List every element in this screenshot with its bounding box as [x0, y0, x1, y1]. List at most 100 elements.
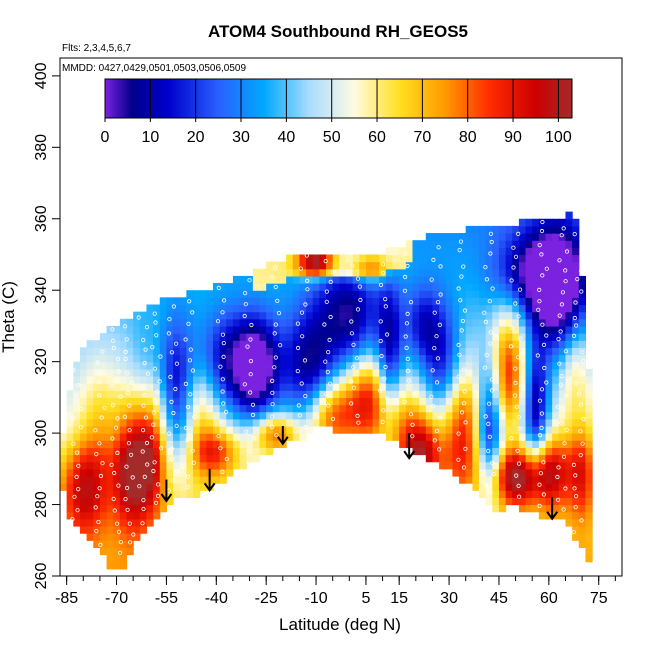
heatmap-cell: [113, 397, 121, 406]
heatmap-cell: [372, 254, 380, 263]
flight-point: [116, 356, 121, 362]
heatmap-cell: [578, 418, 587, 427]
heatmap-cell: [578, 311, 587, 320]
heatmap-cell: [578, 447, 587, 456]
heatmap-cell: [505, 275, 513, 284]
heatmap-cell: [226, 461, 234, 470]
heatmap-cell: [578, 461, 587, 470]
heatmap-cell: [558, 304, 567, 313]
heatmap-cell: [432, 454, 440, 463]
heatmap-cell: [459, 347, 467, 356]
heatmap-cell: [186, 297, 194, 306]
colorbar-segment: [329, 79, 333, 118]
heatmap-cell: [452, 290, 460, 298]
heatmap-cell: [286, 297, 294, 306]
heatmap-cell: [299, 354, 307, 363]
heatmap-cell: [405, 283, 414, 291]
heatmap-cell: [332, 311, 340, 320]
heatmap-cell: [292, 311, 301, 320]
heatmap-cell: [153, 468, 161, 477]
heatmap-cell: [572, 504, 580, 513]
flight-point: [124, 464, 129, 469]
heatmap-cell: [538, 261, 547, 270]
heatmap-cell: [179, 418, 187, 427]
heatmap-cell: [505, 354, 513, 363]
heatmap-cell: [572, 311, 580, 320]
heatmap-cell: [332, 340, 340, 348]
heatmap-cell: [385, 404, 394, 413]
heatmap-cell: [479, 325, 487, 334]
heatmap-cell: [113, 440, 121, 448]
heatmap-cell: [498, 333, 507, 341]
flight-point: [556, 404, 561, 409]
flight-point: [111, 345, 116, 350]
colorbar-segment: [136, 79, 140, 118]
heatmap-cell: [139, 411, 148, 420]
heatmap-cell: [113, 540, 121, 549]
heatmap-cell: [512, 333, 520, 341]
flight-point: [155, 493, 161, 498]
heatmap-cell: [319, 261, 327, 270]
heatmap-cell: [532, 254, 540, 263]
heatmap-cell: [512, 283, 520, 291]
colorbar-segment: [397, 79, 401, 118]
colorbar-segment: [438, 79, 442, 118]
flight-point: [381, 262, 386, 267]
colorbar-segment: [476, 79, 480, 118]
flight-point: [383, 364, 388, 370]
heatmap-cell: [126, 490, 134, 498]
heatmap-cell: [146, 475, 154, 484]
heatmap-cell: [412, 311, 420, 320]
heatmap-cell: [99, 504, 108, 513]
heatmap-cell: [565, 211, 573, 220]
flight-point: [518, 336, 523, 341]
heatmap-cell: [425, 433, 434, 441]
heatmap-cell: [518, 254, 527, 263]
heatmap-cell: [259, 268, 267, 277]
heatmap-cell: [532, 311, 540, 320]
heatmap-cell: [79, 433, 88, 441]
heatmap-cell: [113, 425, 121, 434]
heatmap-cell: [239, 454, 247, 463]
heatmap-cell: [379, 333, 387, 341]
heatmap-cell: [212, 397, 221, 406]
colorbar-segment: [569, 79, 573, 118]
heatmap-cell: [498, 433, 507, 441]
flight-point: [538, 471, 544, 476]
heatmap-cell: [332, 268, 340, 277]
flight-point: [95, 334, 100, 339]
heatmap-cell: [119, 433, 128, 441]
heatmap-cell: [239, 283, 247, 291]
heatmap-cell: [193, 383, 201, 391]
heatmap-cell: [459, 233, 467, 241]
heatmap-cell: [565, 497, 573, 506]
heatmap-cell: [292, 425, 301, 434]
heatmap-cell: [113, 368, 121, 377]
heatmap-cell: [365, 275, 374, 284]
heatmap-cell: [286, 361, 294, 370]
heatmap-cell: [525, 225, 533, 234]
colorbar-segment: [127, 79, 131, 118]
flight-point: [558, 329, 563, 334]
heatmap-cell: [139, 404, 148, 413]
heatmap-cell: [86, 397, 94, 406]
heatmap-cell: [419, 383, 427, 391]
heatmap-cell: [73, 375, 81, 384]
heatmap-cell: [339, 340, 347, 348]
heatmap-cell: [405, 404, 414, 413]
heatmap-cell: [425, 354, 434, 363]
heatmap-cell: [226, 290, 234, 298]
heatmap-cell: [452, 468, 460, 477]
heatmap-cell: [578, 290, 587, 298]
heatmap-cell: [359, 283, 367, 291]
flight-point: [559, 420, 564, 425]
heatmap-cell: [558, 433, 567, 441]
heatmap-cell: [565, 468, 573, 477]
flight-point: [323, 258, 328, 264]
heatmap-cell: [365, 283, 374, 291]
heatmap-cell: [419, 368, 427, 377]
heatmap-cell: [459, 411, 467, 420]
flight-point: [536, 307, 541, 312]
colorbar-segment: [465, 79, 469, 118]
flight-point: [483, 265, 488, 270]
